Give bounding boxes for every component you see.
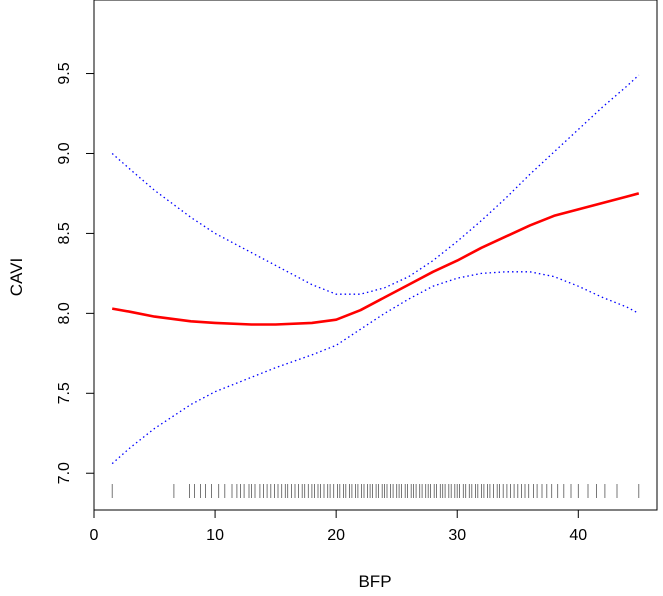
x-tick-label: 20 [327,527,345,544]
y-tick-label: 7.0 [56,462,73,484]
x-axis: 0 10 20 30 40 [90,509,587,544]
x-axis-title: BFP [358,572,391,591]
y-tick-label: 8.0 [56,302,73,324]
y-axis-title: CAVI [7,258,26,296]
y-tick-label: 9.5 [56,62,73,84]
series-line-upper-ci [111,74,640,295]
x-tick-label: 40 [569,527,587,544]
x-tick-label: 10 [206,527,224,544]
series-line-fit [111,192,640,326]
x-tick-label: 30 [448,527,466,544]
y-tick-label: 8.5 [56,222,73,244]
rug-layer [111,484,640,498]
y-tick-label: 9.0 [56,142,73,164]
x-tick-label: 0 [90,527,99,544]
y-axis: 7.0 7.5 8.0 8.5 9.0 9.5 [56,62,95,484]
series-line-lower-ci [111,271,640,465]
series-layer [111,74,640,465]
plot-frame [93,0,658,511]
y-tick-label: 7.5 [56,382,73,404]
